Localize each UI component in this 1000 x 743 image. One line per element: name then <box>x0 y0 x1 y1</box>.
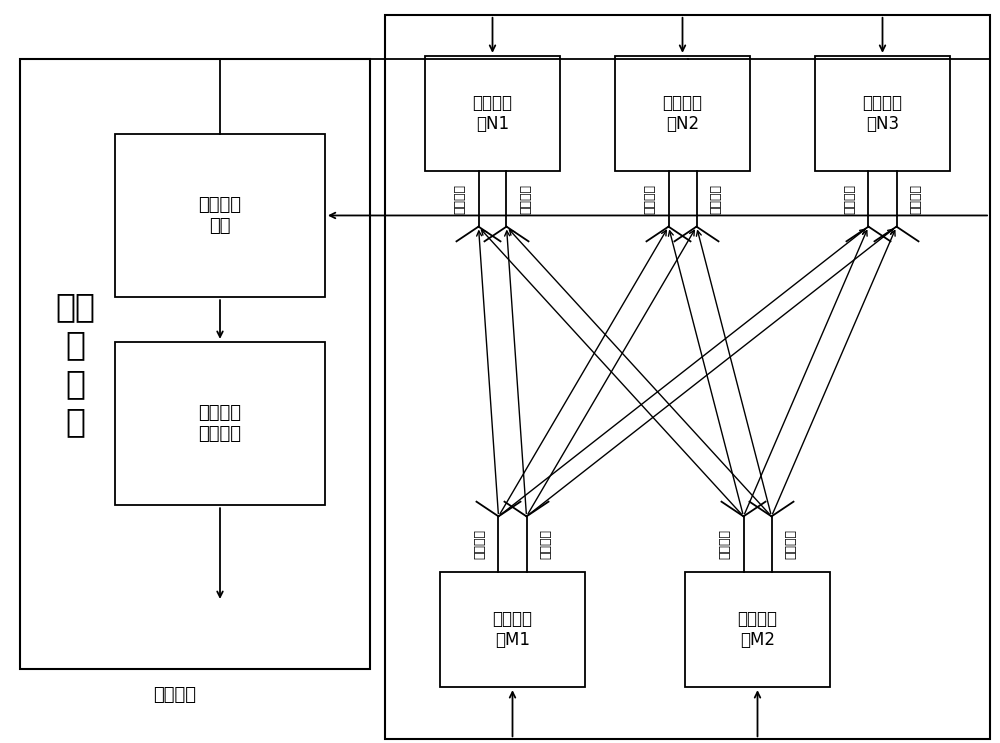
Bar <box>815 56 950 171</box>
Text: 矢量位移
解算模块: 矢量位移 解算模块 <box>198 404 242 443</box>
Bar <box>20 59 370 669</box>
Bar <box>115 134 325 297</box>
Text: 从测量装
置N3: 从测量装 置N3 <box>862 94 902 133</box>
Text: 水平极化: 水平极化 <box>473 529 486 559</box>
Bar <box>685 572 830 687</box>
Text: 水平极化: 水平极化 <box>709 184 722 214</box>
Text: 从测量装
置N1: 从测量装 置N1 <box>473 94 512 133</box>
Text: 水平极化: 水平极化 <box>718 529 731 559</box>
Bar <box>425 56 560 171</box>
Text: 垂直极化: 垂直极化 <box>643 184 656 214</box>
Text: 中央
控
制
器: 中央 控 制 器 <box>55 291 95 438</box>
Bar <box>115 342 325 505</box>
Text: 水平极化: 水平极化 <box>519 184 532 214</box>
Bar <box>615 56 750 171</box>
Bar <box>385 15 990 739</box>
Text: 主测量装
置M2: 主测量装 置M2 <box>738 610 778 649</box>
Text: 矢量位移: 矢量位移 <box>154 686 196 704</box>
Text: 从测量装
置N2: 从测量装 置N2 <box>662 94 702 133</box>
Text: 垂直极化: 垂直极化 <box>843 184 856 214</box>
Text: 主测量装
置M1: 主测量装 置M1 <box>492 610 532 649</box>
Bar <box>440 572 585 687</box>
Text: 垂直极化: 垂直极化 <box>784 529 797 559</box>
Text: 调度通信
模块: 调度通信 模块 <box>198 196 242 235</box>
Text: 水平极化: 水平极化 <box>909 184 922 214</box>
Text: 垂直极化: 垂直极化 <box>539 529 552 559</box>
Text: 垂直极化: 垂直极化 <box>453 184 466 214</box>
